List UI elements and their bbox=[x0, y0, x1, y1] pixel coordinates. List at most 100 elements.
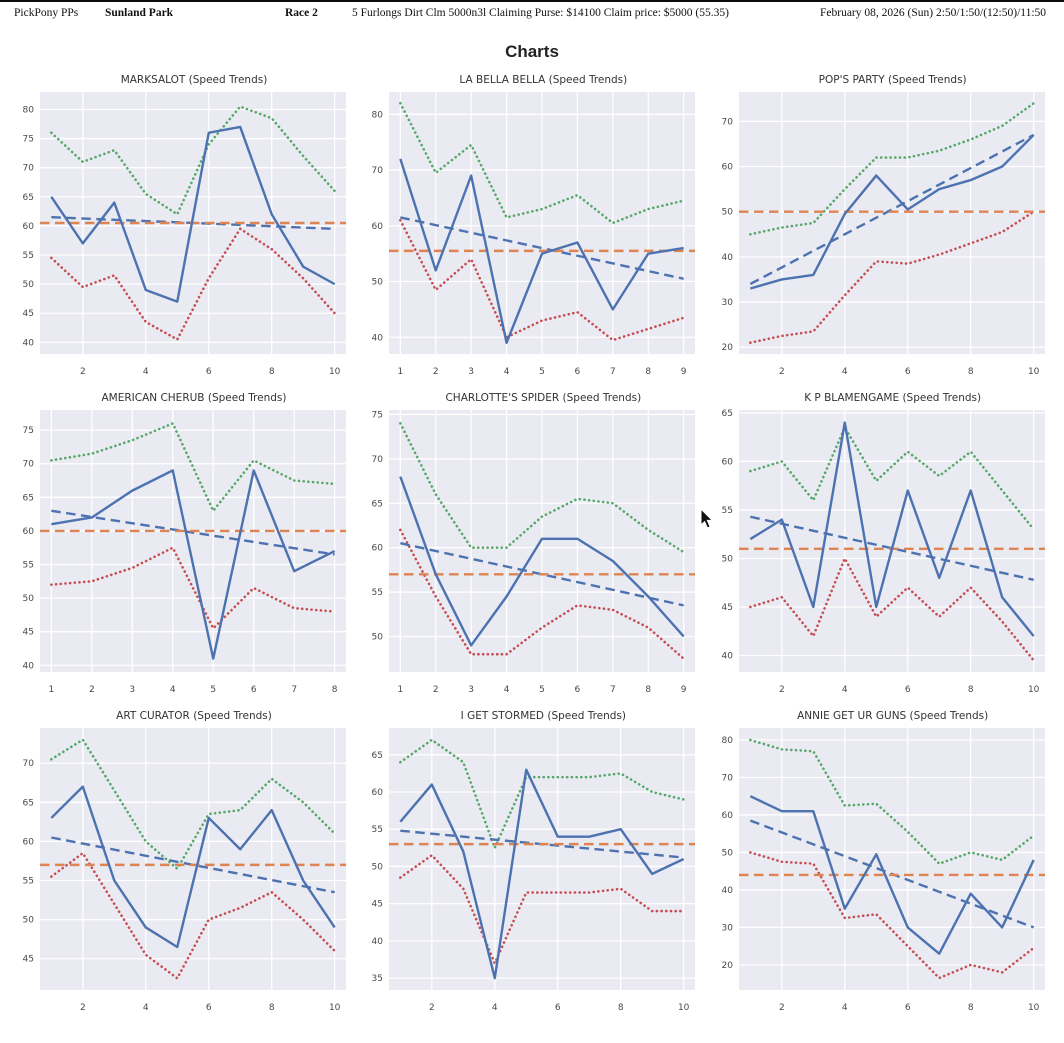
x-tick-label: 4 bbox=[143, 367, 149, 377]
x-tick-label: 8 bbox=[967, 685, 973, 695]
x-tick-label: 6 bbox=[575, 367, 581, 377]
x-tick-label: 8 bbox=[618, 1003, 624, 1013]
y-tick-label: 70 bbox=[23, 759, 35, 769]
race-datetime: February 08, 2026 (Sun) 2:50/1:50/(12:50… bbox=[820, 7, 1047, 19]
trend-line bbox=[400, 216, 685, 280]
trend-line bbox=[51, 509, 335, 556]
chart-canvas: 50 55 60 65 70 75 1 2 3 4 5 6 7 8 9 bbox=[372, 410, 696, 695]
low-line bbox=[399, 853, 686, 965]
y-tick-label: 45 bbox=[721, 603, 732, 613]
y-tick-label: 80 bbox=[372, 110, 384, 120]
x-tick-label: 2 bbox=[779, 367, 785, 377]
y-tick-label: 55 bbox=[721, 506, 732, 516]
chart-charlottes-spider: CHARLOTTE'S SPIDER (Speed Trends) 50 55 60… bbox=[357, 390, 705, 706]
x-tick-label: 10 bbox=[1028, 367, 1040, 377]
x-tick-label: 8 bbox=[967, 367, 973, 377]
y-tick-label: 70 bbox=[721, 773, 733, 783]
y-tick-label: 40 bbox=[23, 338, 35, 348]
trend-line bbox=[400, 542, 685, 607]
plot-background bbox=[738, 410, 1045, 672]
chart-title: K P BLAMENGAME (Speed Trends) bbox=[804, 392, 982, 404]
y-tick-label: 60 bbox=[721, 163, 733, 173]
y-tick-label: 80 bbox=[721, 736, 733, 746]
chart-plot-area: 40 50 60 70 80 1 2 3 4 5 6 7 8 9 bbox=[357, 88, 705, 388]
y-tick-label: 70 bbox=[23, 460, 35, 470]
y-tick-label: 55 bbox=[372, 825, 383, 835]
y-tick-label: 40 bbox=[372, 333, 384, 343]
x-tick-label: 3 bbox=[129, 685, 135, 695]
y-tick-label: 65 bbox=[372, 751, 383, 761]
chart-title: ART CURATOR (Speed Trends) bbox=[116, 710, 272, 722]
chart-annie-get-ur-guns: ANNIE GET UR GUNS (Speed Trends) 20 30 40 5… bbox=[707, 708, 1055, 1024]
y-tick-label: 20 bbox=[721, 961, 733, 971]
brand-label: PickPony PPs bbox=[14, 7, 79, 19]
y-tick-label: 50 bbox=[721, 848, 733, 858]
x-tick-label: 5 bbox=[539, 685, 545, 695]
speed-line bbox=[749, 421, 1035, 637]
x-tick-label: 1 bbox=[398, 685, 404, 695]
y-tick-label: 30 bbox=[721, 923, 733, 933]
x-tick-label: 1 bbox=[48, 685, 54, 695]
x-tick-label: 9 bbox=[681, 367, 687, 377]
y-tick-label: 40 bbox=[721, 253, 733, 263]
y-tick-label: 45 bbox=[23, 628, 34, 638]
x-tick-label: 7 bbox=[291, 685, 297, 695]
speed-line bbox=[50, 785, 336, 949]
chart-canvas: 40 45 50 55 60 65 70 75 80 2 4 6 8 10 bbox=[23, 92, 346, 377]
x-tick-label: 10 bbox=[329, 1003, 341, 1013]
x-tick-label: 8 bbox=[269, 1003, 275, 1013]
x-tick-label: 6 bbox=[905, 367, 911, 377]
y-tick-label: 45 bbox=[23, 955, 34, 965]
x-tick-label: 8 bbox=[332, 685, 338, 695]
low-line bbox=[748, 210, 1035, 345]
high-line bbox=[748, 101, 1035, 236]
x-tick-label: 4 bbox=[842, 685, 848, 695]
race-conditions: 5 Furlongs Dirt Clm 5000n3l Claiming Pur… bbox=[352, 7, 729, 19]
y-tick-label: 50 bbox=[23, 916, 35, 926]
y-tick-label: 50 bbox=[721, 208, 733, 218]
chart-canvas: 40 45 50 55 60 65 2 4 6 8 10 bbox=[721, 409, 1045, 695]
high-line bbox=[399, 101, 686, 225]
plot-background bbox=[738, 92, 1045, 354]
y-tick-label: 60 bbox=[23, 837, 35, 847]
y-tick-label: 60 bbox=[23, 222, 35, 232]
x-tick-label: 6 bbox=[206, 367, 212, 377]
x-tick-label: 10 bbox=[1028, 685, 1040, 695]
y-tick-label: 75 bbox=[372, 410, 383, 420]
y-tick-label: 60 bbox=[372, 544, 384, 554]
chart-canvas: 45 50 55 60 65 70 2 4 6 8 10 bbox=[23, 728, 346, 1013]
y-tick-label: 50 bbox=[372, 862, 384, 872]
low-line bbox=[50, 227, 336, 341]
x-tick-label: 8 bbox=[646, 685, 652, 695]
x-tick-label: 4 bbox=[143, 1003, 149, 1013]
x-tick-label: 7 bbox=[610, 685, 616, 695]
x-tick-label: 2 bbox=[779, 1003, 785, 1013]
speed-line bbox=[399, 768, 685, 980]
y-tick-label: 40 bbox=[721, 886, 733, 896]
trend-line bbox=[749, 133, 1034, 286]
speed-line bbox=[399, 476, 685, 647]
y-tick-label: 80 bbox=[23, 105, 35, 115]
y-tick-label: 60 bbox=[372, 222, 384, 232]
y-tick-label: 60 bbox=[23, 527, 35, 537]
y-tick-label: 65 bbox=[23, 493, 34, 503]
y-tick-label: 50 bbox=[372, 632, 384, 642]
x-tick-label: 10 bbox=[329, 367, 341, 377]
chart-plot-area: 20 30 40 50 60 70 80 2 4 6 8 10 bbox=[707, 724, 1055, 1024]
chart-title: POP'S PARTY (Speed Trends) bbox=[818, 74, 967, 86]
high-line bbox=[50, 738, 336, 871]
y-tick-label: 70 bbox=[372, 455, 384, 465]
y-tick-label: 30 bbox=[721, 298, 733, 308]
x-tick-label: 6 bbox=[905, 685, 911, 695]
y-tick-label: 65 bbox=[372, 499, 383, 509]
y-tick-label: 60 bbox=[721, 811, 733, 821]
high-line bbox=[50, 422, 336, 513]
chart-i-get-stormed: I GET STORMED (Speed Trends) 35 40 45 50 55 6… bbox=[357, 708, 705, 1024]
x-tick-label: 4 bbox=[492, 1003, 498, 1013]
y-tick-label: 50 bbox=[372, 278, 384, 288]
chart-title: I GET STORMED (Speed Trends) bbox=[460, 710, 627, 722]
x-tick-label: 10 bbox=[678, 1003, 690, 1013]
chart-plot-area: 20 30 40 50 60 70 2 4 6 8 10 bbox=[707, 88, 1055, 388]
x-tick-label: 7 bbox=[610, 367, 616, 377]
x-tick-label: 3 bbox=[469, 685, 475, 695]
